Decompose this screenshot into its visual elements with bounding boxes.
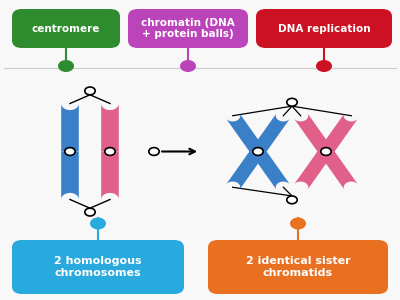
FancyBboxPatch shape: [12, 9, 120, 48]
Polygon shape: [61, 103, 79, 152]
Circle shape: [287, 196, 297, 204]
Text: centromere: centromere: [32, 23, 100, 34]
Polygon shape: [319, 149, 358, 190]
Polygon shape: [226, 149, 265, 190]
Polygon shape: [251, 149, 290, 190]
Polygon shape: [319, 113, 358, 154]
Polygon shape: [101, 103, 119, 152]
Text: DNA replication: DNA replication: [278, 23, 370, 34]
Circle shape: [58, 60, 74, 72]
Text: chromatin (DNA
+ protein balls): chromatin (DNA + protein balls): [141, 18, 235, 39]
Polygon shape: [294, 149, 333, 190]
Circle shape: [105, 148, 115, 155]
Circle shape: [253, 148, 263, 155]
Polygon shape: [294, 113, 333, 154]
Circle shape: [85, 208, 95, 216]
Circle shape: [287, 98, 297, 106]
FancyBboxPatch shape: [208, 240, 388, 294]
Circle shape: [85, 87, 95, 95]
FancyBboxPatch shape: [256, 9, 392, 48]
FancyBboxPatch shape: [128, 9, 248, 48]
Text: 2 homologous
chromosomes: 2 homologous chromosomes: [54, 256, 142, 278]
Circle shape: [316, 60, 332, 72]
FancyBboxPatch shape: [12, 240, 184, 294]
Polygon shape: [101, 152, 119, 200]
Text: 2 identical sister
chromatids: 2 identical sister chromatids: [246, 256, 350, 278]
Circle shape: [321, 148, 331, 155]
Polygon shape: [61, 152, 79, 200]
Circle shape: [149, 148, 159, 155]
Polygon shape: [226, 113, 265, 154]
Circle shape: [90, 218, 106, 230]
Polygon shape: [251, 113, 290, 154]
Circle shape: [290, 218, 306, 230]
Circle shape: [65, 148, 75, 155]
Circle shape: [180, 60, 196, 72]
